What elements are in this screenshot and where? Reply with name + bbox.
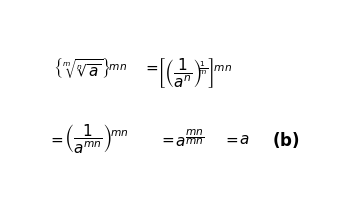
Text: $=$: $=$ [48, 132, 64, 147]
Text: $\left(\dfrac{1}{a^{mn}}\right)^{\!mn}$: $\left(\dfrac{1}{a^{mn}}\right)^{\!mn}$ [64, 123, 129, 156]
Text: $a^{\dfrac{mn}{mn}}$: $a^{\dfrac{mn}{mn}}$ [175, 129, 205, 150]
Text: $=$: $=$ [144, 60, 160, 75]
Text: $\left\{\sqrt[m]{\sqrt[n]{a}}\right\}^{\!mn}$: $\left\{\sqrt[m]{\sqrt[n]{a}}\right\}^{\… [53, 55, 128, 80]
Text: $a$: $a$ [239, 132, 249, 147]
Text: $=$: $=$ [159, 132, 175, 147]
Text: $\left[\left(\dfrac{1}{a^{n}}\right)^{\!\!\frac{1}{m}}\right]^{\!mn}$: $\left[\left(\dfrac{1}{a^{n}}\right)^{\!… [157, 56, 232, 90]
Text: $=$: $=$ [223, 132, 239, 147]
Text: $\mathbf{(b)}$: $\mathbf{(b)}$ [272, 130, 300, 150]
